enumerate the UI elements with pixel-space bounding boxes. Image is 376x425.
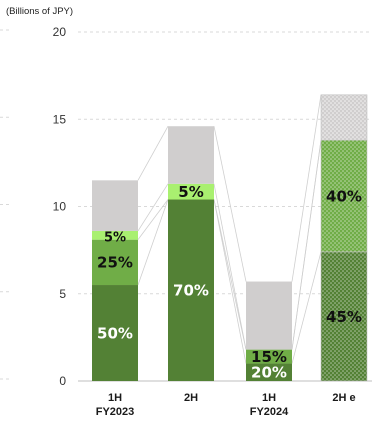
- connector-line: [137, 126, 169, 181]
- y-tick-label: 10: [53, 200, 67, 214]
- connector-line: [213, 199, 247, 364]
- y-tick-label: 20: [53, 25, 67, 39]
- bar-segment: [168, 199, 214, 381]
- bar-segment: [168, 183, 214, 200]
- y-tick-label: 15: [53, 112, 67, 126]
- data-label: 50%: [97, 324, 133, 342]
- x-tick-label: 2H e: [332, 392, 355, 404]
- x-tick-label: 1H: [262, 392, 276, 404]
- x-tick-label: FY2024: [250, 406, 289, 418]
- connector-line: [213, 126, 247, 282]
- bar-segment: [92, 230, 138, 240]
- data-label: 25%: [97, 254, 133, 272]
- connector-line: [291, 251, 322, 364]
- connector-line: [291, 94, 322, 282]
- x-tick-label: 2H: [184, 392, 198, 404]
- bar-segment: [92, 180, 138, 231]
- data-label: 5%: [104, 231, 126, 246]
- connector-line: [137, 199, 169, 240]
- bar-segment: [92, 239, 138, 286]
- data-label: 45%: [326, 308, 362, 326]
- connector-line: [291, 140, 322, 350]
- bar-segment: [92, 285, 138, 381]
- data-label: 15%: [251, 348, 287, 366]
- connector-line: [213, 183, 247, 350]
- data-label: 70%: [173, 282, 209, 300]
- bar-segment: [168, 126, 214, 184]
- bar-segment: [246, 349, 292, 364]
- bar-segment: [246, 281, 292, 350]
- x-tick-label: 1H: [108, 392, 122, 404]
- x-tick-label: FY2023: [96, 406, 135, 418]
- y-tick-label: 0: [59, 374, 66, 388]
- connector-lines: [137, 94, 322, 364]
- data-label: 5%: [178, 183, 203, 201]
- y-tick-label: 5: [59, 287, 66, 301]
- data-label: 40%: [326, 187, 362, 205]
- bars: [92, 94, 368, 382]
- data-labels: 50% 25% 5% 70% 5% 20%15% 45% 40%: [97, 183, 362, 382]
- y-axis-ticks: 0 5 10 15 20: [53, 25, 67, 388]
- data-label: 20%: [251, 364, 287, 382]
- connector-line: [137, 183, 169, 232]
- bar-segment: [320, 94, 368, 141]
- unit-label: (Billions of JPY): [6, 6, 73, 17]
- connector-line: [213, 199, 247, 350]
- x-axis-labels: 1H FY2023 2H 1H FY2024 2H e: [96, 392, 356, 418]
- connector-line: [137, 199, 169, 286]
- bar-segment: [246, 363, 292, 381]
